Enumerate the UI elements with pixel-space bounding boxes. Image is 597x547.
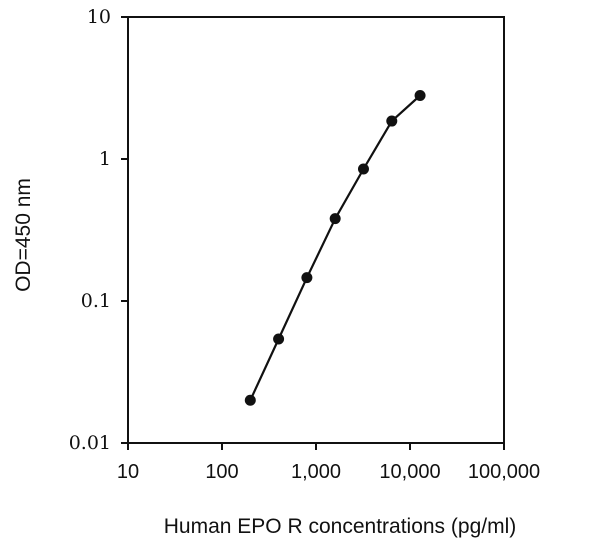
series-line xyxy=(249,94,421,401)
data-point xyxy=(301,272,313,284)
data-point xyxy=(414,90,426,102)
y-tick-label: 1 xyxy=(99,148,111,170)
x-tick-label: 100,000 xyxy=(468,461,540,483)
data-point xyxy=(357,163,369,175)
data-point xyxy=(273,333,285,345)
x-tick-label: 10,000 xyxy=(379,461,440,483)
x-tick-label: 100 xyxy=(205,461,238,483)
y-axis-ticks: 0.01 0.1 1 10 xyxy=(69,6,128,454)
data-point xyxy=(329,213,341,225)
y-tick-label: 10 xyxy=(87,6,111,28)
data-point xyxy=(244,394,256,406)
x-axis-label: Human EPO R concentrations (pg/ml) xyxy=(164,515,516,538)
plot-area-border xyxy=(127,16,505,444)
y-tick-label: 0.01 xyxy=(69,432,111,454)
data-point xyxy=(386,115,398,127)
x-tick-label: 1,000 xyxy=(291,461,341,483)
x-tick-label: 10 xyxy=(117,461,139,483)
y-axis-label: OD=450 nm xyxy=(12,178,35,292)
series-layer xyxy=(244,90,426,406)
x-axis-ticks: 10 100 1,000 10,000 100,000 xyxy=(117,443,540,483)
y-tick-label: 0.1 xyxy=(81,290,111,312)
plot-frame xyxy=(127,16,505,444)
